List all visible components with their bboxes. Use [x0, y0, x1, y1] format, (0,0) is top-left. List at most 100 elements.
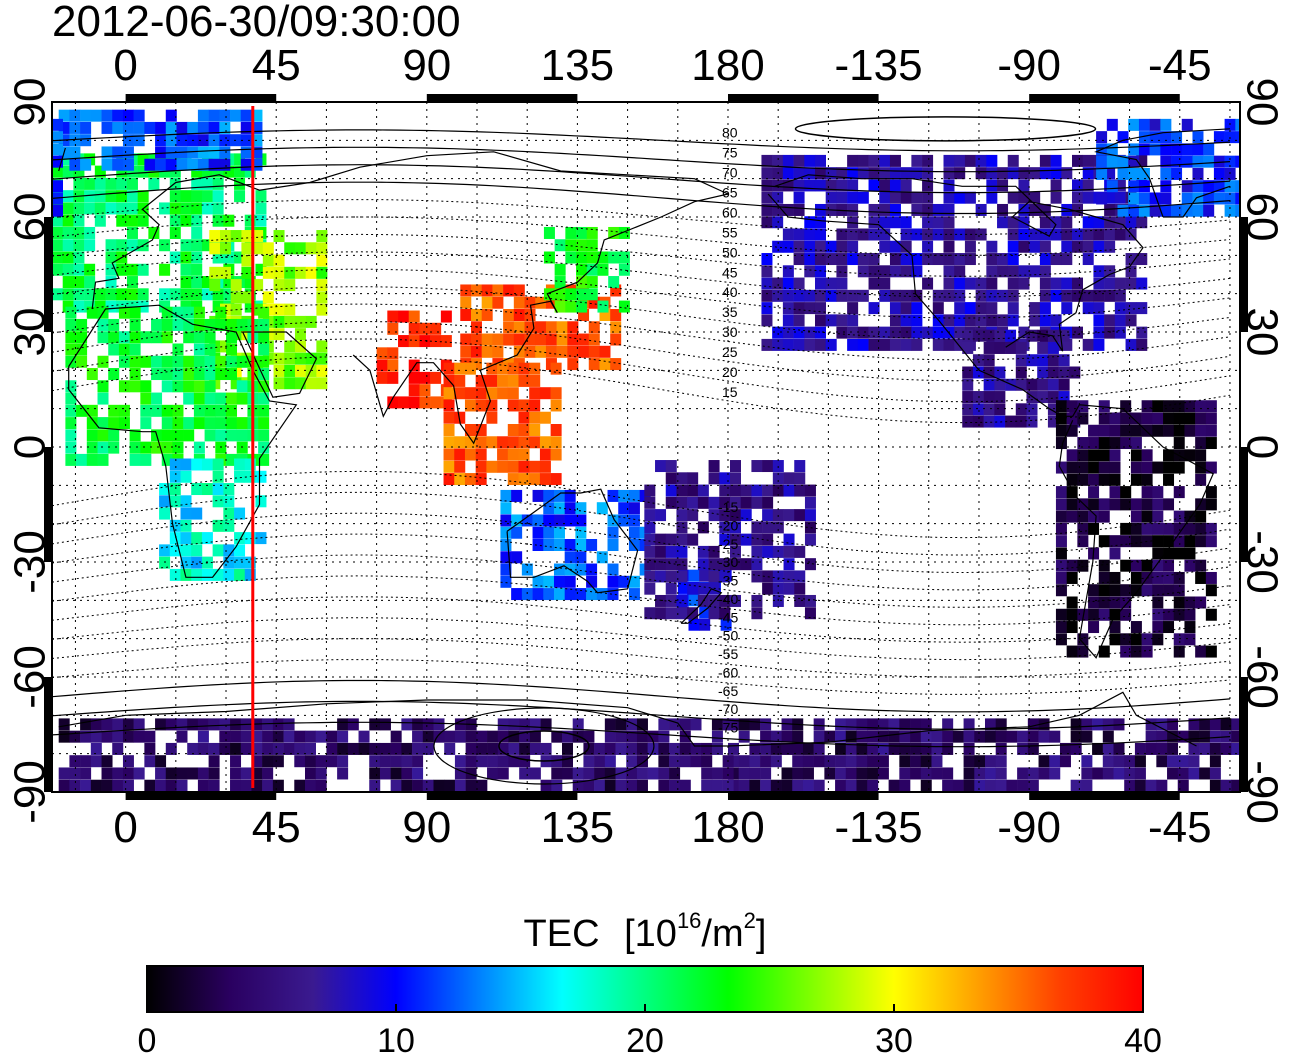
colorbar-tick-label: 20 — [626, 1022, 664, 1057]
longitude-tick-label: 45 — [252, 803, 301, 852]
mlat-label--70: -70 — [718, 701, 738, 717]
longitude-axis-top: 0 45 90 135 180 -135 -90 -45 — [113, 41, 1211, 90]
mlat-label-75: 75 — [722, 145, 738, 161]
tec-region-australia — [500, 489, 651, 601]
latitude-tick-label: 60 — [6, 193, 55, 242]
north-magnetic-pole-contour — [794, 116, 1097, 142]
magnetic-latitude-contours — [52, 116, 1231, 785]
graticule-grid — [52, 102, 1240, 792]
tec-region-north-america — [761, 154, 1148, 351]
coastline-segment — [767, 193, 1214, 659]
tec-region-africa-north — [65, 306, 270, 466]
colorbar-tick-label: 30 — [875, 1022, 913, 1057]
mlat-label--35: -35 — [718, 573, 738, 589]
magnetic-latitude-contour — [52, 721, 1231, 748]
magnetic-latitude-contour — [52, 268, 1231, 319]
tec-region-africa-south — [159, 458, 267, 581]
longitude-tick-label: -45 — [1148, 803, 1212, 852]
magnetic-latitude-contour — [52, 286, 1231, 340]
frame-bar-right — [1240, 217, 1248, 332]
frame-bar-bottom — [125, 792, 277, 800]
mlat-label-50: 50 — [722, 244, 738, 260]
magnetic-latitude-contour — [52, 596, 1231, 643]
colorbar-tick-label: 0 — [138, 1022, 157, 1057]
mlat-label--55: -55 — [718, 646, 738, 662]
frame-bar-top — [1029, 94, 1180, 102]
longitude-tick-label: 90 — [402, 41, 451, 90]
frame-bar-bottom — [1029, 792, 1180, 800]
longitude-tick-label: -135 — [835, 41, 923, 90]
mlat-label-35: 35 — [722, 304, 738, 320]
mlat-label-70: 70 — [722, 164, 738, 180]
mlat-label-65: 65 — [722, 184, 738, 200]
latitude-tick-label: 60 — [1238, 193, 1287, 242]
latitude-tick-label: 0 — [1238, 435, 1287, 459]
colorbar-title: TEC [1016/m2] — [524, 908, 767, 955]
colorbar-unit-mid: /m — [701, 913, 743, 955]
longitude-tick-label: -90 — [997, 803, 1061, 852]
colorbar-unit-exponent-2: 2 — [744, 908, 756, 933]
coastline-segment — [91, 151, 729, 310]
tec-data-layer — [52, 109, 1240, 792]
mlat-label--75: -75 — [718, 720, 738, 736]
axis-frame-bars — [44, 94, 1248, 800]
magnetic-latitude-contour — [52, 533, 1231, 591]
magnetic-latitude-contour — [52, 233, 1231, 277]
frame-bar-bottom — [727, 792, 879, 800]
frame-bar-top — [426, 94, 578, 102]
tec-region-se-asia — [443, 362, 562, 486]
latitude-tick-label: 30 — [1238, 308, 1287, 357]
mlat-label-15: 15 — [722, 384, 738, 400]
frame-bar-top — [125, 94, 277, 102]
mlat-label--45: -45 — [718, 609, 738, 625]
mlat-label-60: 60 — [722, 204, 738, 220]
mlat-label-25: 25 — [722, 344, 738, 360]
longitude-tick-label: 135 — [541, 803, 614, 852]
mlat-label-45: 45 — [722, 264, 738, 280]
coastline-segment — [242, 331, 318, 398]
frame-bar-left — [44, 447, 52, 562]
frame-bar-bottom — [426, 792, 578, 800]
mlat-label--15: -15 — [718, 499, 738, 515]
frame-bar-top — [727, 94, 879, 102]
longitude-tick-label: -90 — [997, 41, 1061, 90]
magnetic-latitude-contour — [52, 129, 1231, 152]
magnetic-latitude-contour — [52, 146, 1231, 173]
latitude-axis-left: 90 60 30 0 -30 -60 -90 — [6, 78, 55, 824]
longitude-tick-label: 90 — [402, 803, 451, 852]
magnetic-latitude-contour — [52, 554, 1231, 608]
latitude-tick-label: 0 — [6, 435, 55, 459]
longitude-tick-label: 180 — [691, 803, 764, 852]
longitude-tick-label: 180 — [691, 41, 764, 90]
magnetic-latitude-contour — [52, 638, 1231, 678]
frame-bar-left — [44, 677, 52, 792]
magnetic-latitude-contour — [52, 199, 1231, 235]
magnetic-latitude-contour — [52, 216, 1231, 256]
latitude-tick-label: -90 — [1238, 760, 1287, 824]
south-magnetic-pole-contour-outer — [433, 707, 655, 785]
colorbar-ticks: 0 10 20 30 40 — [138, 1004, 1162, 1057]
frame-bar-right — [1240, 677, 1248, 792]
coastline-segment — [58, 691, 1197, 747]
magnetic-latitude-contour — [52, 659, 1231, 695]
magnetic-latitude-contour — [52, 251, 1231, 298]
mlat-label--65: -65 — [718, 683, 738, 699]
tec-region-pacific-south — [644, 460, 816, 620]
coastline-layer — [58, 128, 1231, 747]
coastline-segment — [68, 304, 298, 578]
magnetic-latitude-contour — [52, 303, 1231, 361]
longitude-tick-label: 0 — [113, 41, 137, 90]
tec-region-antarctica — [58, 718, 1240, 792]
longitude-tick-label: 45 — [252, 41, 301, 90]
colorbar-tick-label: 40 — [1124, 1022, 1162, 1057]
latitude-tick-label: -60 — [6, 645, 55, 709]
latitude-tick-label: -30 — [6, 530, 55, 594]
longitude-tick-label: 135 — [541, 41, 614, 90]
magnetic-latitude-contour — [52, 181, 1231, 215]
mlat-label-80: 80 — [722, 125, 738, 141]
mlat-label--40: -40 — [718, 591, 738, 607]
longitude-tick-label: -45 — [1148, 41, 1212, 90]
tec-region-arctic-europe — [58, 109, 263, 171]
latitude-tick-label: -30 — [1238, 530, 1287, 594]
magnetic-latitude-labels: 80 75 70 65 60 55 50 45 40 35 30 25 20 15 -15 -20 -25 -30… — [718, 125, 738, 736]
